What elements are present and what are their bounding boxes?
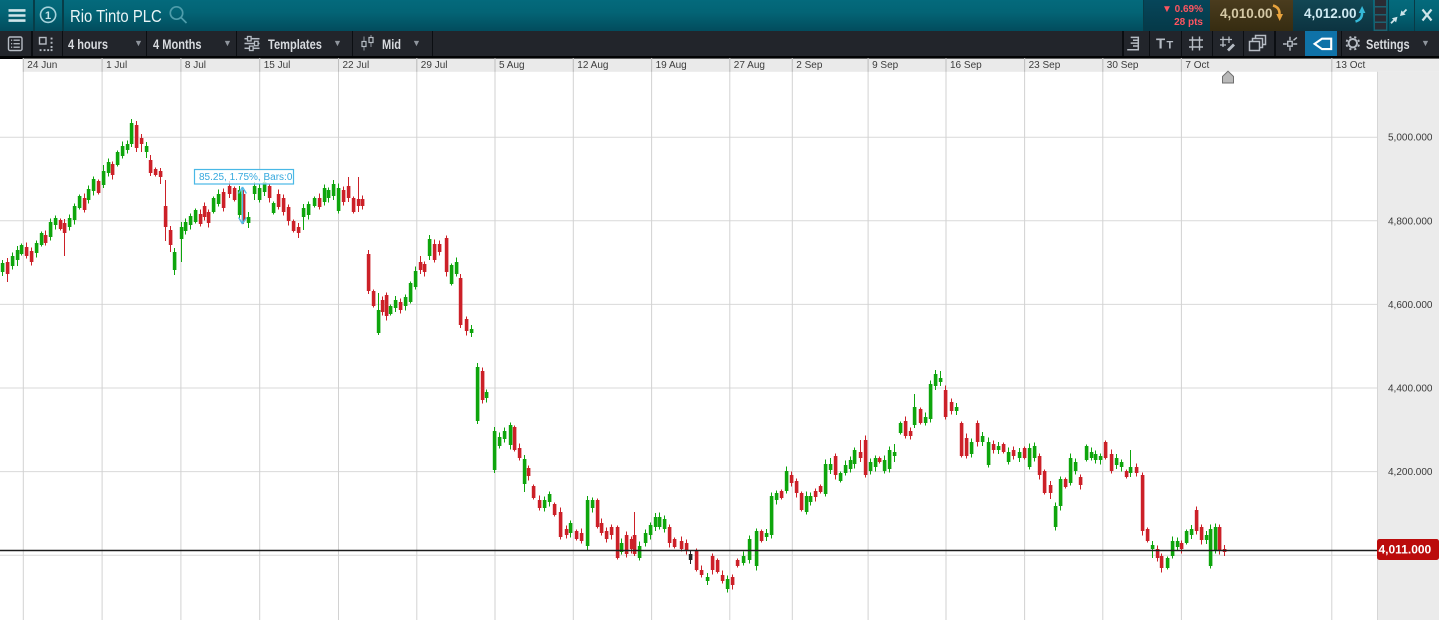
svg-text:4,200.000: 4,200.000 — [1388, 467, 1433, 478]
svg-text:15 Jul: 15 Jul — [264, 60, 291, 71]
svg-text:16 Sep: 16 Sep — [950, 60, 982, 71]
svg-text:T: T — [1167, 40, 1174, 52]
svg-text:12 Aug: 12 Aug — [577, 60, 608, 71]
svg-text:13 Oct: 13 Oct — [1336, 60, 1366, 71]
svg-text:4,400.000: 4,400.000 — [1388, 384, 1433, 395]
svg-text:T: T — [1156, 36, 1165, 53]
svg-text:22 Jul: 22 Jul — [343, 60, 370, 71]
svg-text:1 Jul: 1 Jul — [106, 60, 127, 71]
svg-text:4,800.000: 4,800.000 — [1388, 216, 1433, 227]
svg-text:7 Oct: 7 Oct — [1185, 60, 1209, 71]
svg-text:5,000.000: 5,000.000 — [1388, 133, 1433, 144]
svg-text:1: 1 — [45, 10, 51, 22]
svg-text:85.25, 1.75%, Bars:0: 85.25, 1.75%, Bars:0 — [199, 172, 293, 183]
svg-text:5 Aug: 5 Aug — [499, 60, 525, 71]
svg-text:23 Sep: 23 Sep — [1029, 60, 1061, 71]
svg-text:4,011.000: 4,011.000 — [1379, 543, 1432, 557]
svg-text:9 Sep: 9 Sep — [872, 60, 899, 71]
svg-text:24 Jun: 24 Jun — [27, 60, 57, 71]
svg-text:4,600.000: 4,600.000 — [1388, 300, 1433, 311]
svg-text:19 Aug: 19 Aug — [656, 60, 687, 71]
svg-text:2 Sep: 2 Sep — [796, 60, 823, 71]
svg-text:8 Jul: 8 Jul — [185, 60, 206, 71]
svg-text:29 Jul: 29 Jul — [421, 60, 448, 71]
svg-text:27 Aug: 27 Aug — [734, 60, 765, 71]
svg-text:30 Sep: 30 Sep — [1107, 60, 1139, 71]
